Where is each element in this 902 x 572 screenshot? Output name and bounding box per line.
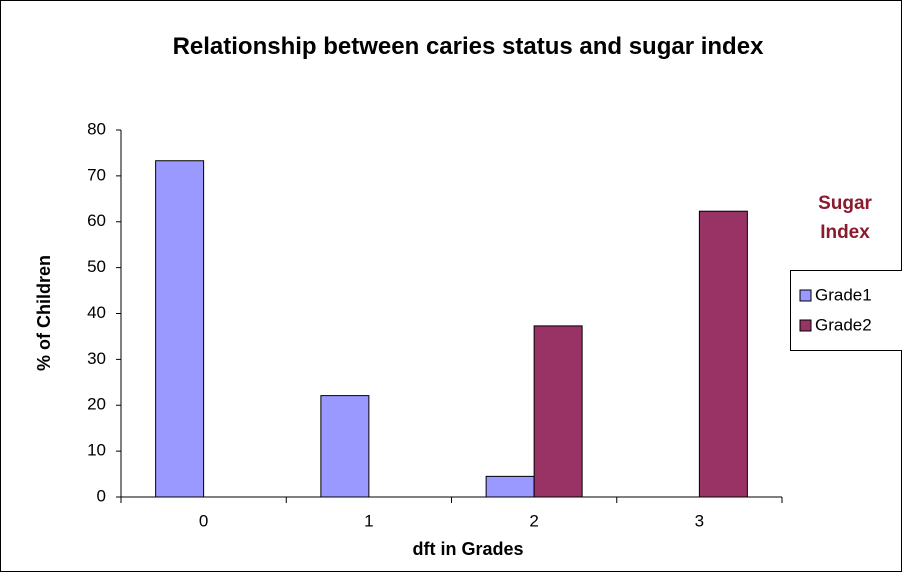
legend-label: Grade2 [815,315,872,334]
bar [155,160,205,498]
bar [698,210,748,498]
y-tick-label: 70 [87,165,106,184]
x-axis-label: dft in Grades [412,539,523,559]
y-tick-label: 50 [87,257,106,276]
y-tick-label: 10 [87,441,106,460]
y-tick-label: 20 [87,395,106,414]
x-tick-label: 2 [529,511,538,530]
y-axis-label: % of Children [34,255,54,371]
legend-swatch [799,319,812,332]
x-tick-label: 1 [364,511,373,530]
y-tick-label: 80 [87,119,106,138]
legend-box [790,270,902,351]
chart-title: Relationship between caries status and s… [172,33,764,60]
bar [485,475,535,498]
y-tick-label: 40 [87,303,106,322]
legend-label: Grade1 [815,285,872,304]
y-tick-label: 30 [87,349,106,368]
x-tick-label: 3 [695,511,704,530]
bar [533,325,583,498]
y-tick-label: 0 [97,486,106,505]
y-tick-label: 60 [87,211,106,230]
legend-swatch [799,289,812,302]
legend-title: Sugar Index [818,193,872,243]
bar [320,395,370,498]
x-tick-label: 0 [199,511,208,530]
